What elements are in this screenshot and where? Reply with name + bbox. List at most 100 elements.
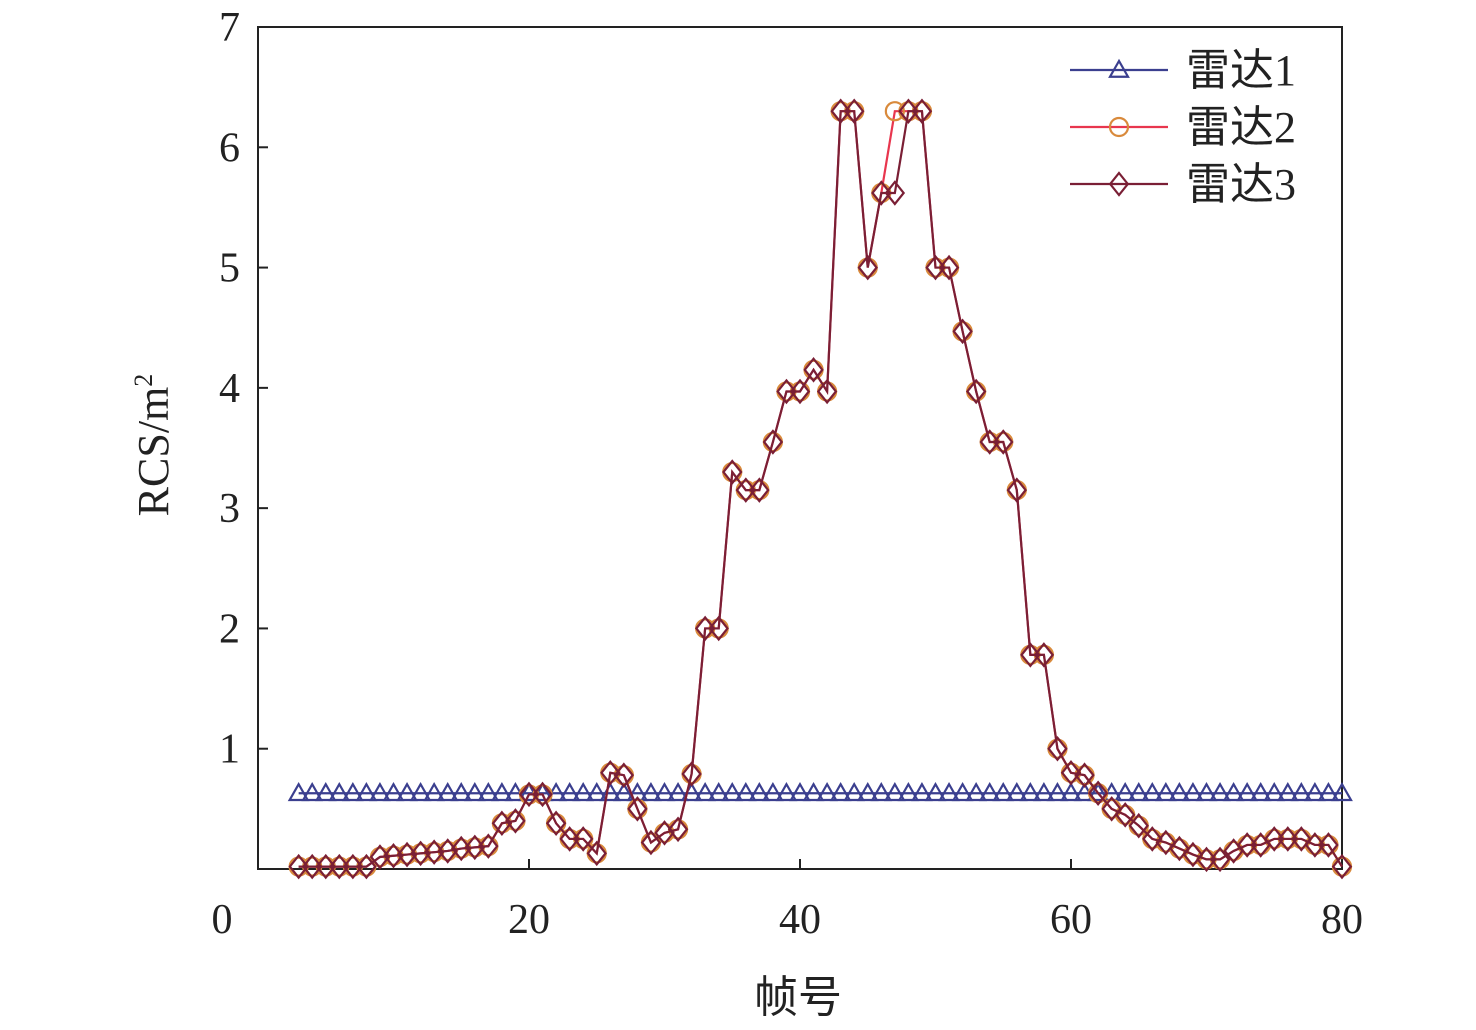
series-3-point: [478, 833, 499, 859]
y-tick-label: 3: [219, 486, 240, 532]
series-3-point: [816, 378, 838, 405]
series-1-point: [1209, 782, 1231, 802]
series-3-point: [1209, 846, 1231, 873]
series-1-point: [734, 782, 757, 802]
series-3-point: [301, 853, 323, 880]
series-1-point: [558, 782, 581, 802]
series-1-point: [491, 782, 513, 802]
series-1-point: [1168, 782, 1191, 802]
series-1-point: [640, 782, 662, 802]
series-1-point: [843, 782, 866, 802]
series-3-point: [843, 98, 865, 124]
series-1-point: [396, 782, 418, 802]
series-1-point: [653, 782, 676, 802]
x-tick-label: 60: [1050, 897, 1092, 943]
series-3-point: [1331, 853, 1353, 880]
series-3-point: [803, 357, 824, 383]
legend-label-2: 雷达2: [1186, 103, 1296, 152]
series-3-point: [694, 615, 716, 642]
series-1-point: [423, 782, 446, 802]
series-3-point: [667, 816, 689, 843]
series-1-point: [1304, 782, 1326, 802]
series-3-point: [586, 840, 607, 867]
series-3-point: [356, 853, 377, 880]
series-1-point: [1331, 782, 1353, 802]
series-3-point: [1114, 802, 1136, 828]
series-1-point: [802, 782, 825, 802]
y-tick-label: 1: [219, 727, 240, 773]
series-3-point: [627, 796, 648, 822]
series-1-point: [938, 782, 960, 802]
series-3-point: [938, 254, 960, 281]
series-1-point: [870, 782, 893, 802]
series-1-point: [789, 782, 811, 802]
series-3-point: [329, 853, 350, 880]
series-1-point: [667, 782, 689, 802]
series-3-point: [1060, 760, 1082, 786]
series-3-point: [789, 378, 811, 405]
series-1-point: [477, 782, 500, 802]
series-3-point: [749, 477, 770, 503]
series-1-point: [775, 782, 798, 802]
series-3-point: [1074, 762, 1095, 788]
series-3-point: [1182, 841, 1204, 868]
series-3-point: [993, 429, 1014, 455]
series-1-point: [1154, 782, 1177, 802]
series-1-point: [707, 782, 730, 802]
series-3-point: [1101, 796, 1122, 822]
series-1-point: [1249, 782, 1272, 802]
series-3-point: [857, 254, 878, 281]
series-1-point: [748, 782, 771, 802]
series-1-point: [856, 782, 879, 802]
x-tick-label: 40: [779, 897, 821, 943]
series-1-point: [897, 782, 920, 802]
series-3-point: [708, 615, 729, 642]
series-1-point: [924, 782, 947, 802]
series-3-point: [1277, 826, 1299, 852]
series-1-point: [1263, 782, 1286, 802]
y-axis-title-base: RCS/m: [129, 387, 178, 517]
y-tick-label: 4: [219, 366, 240, 412]
series-1-point: [355, 782, 378, 802]
series-3-point: [1196, 846, 1217, 873]
series-3-point: [505, 808, 526, 834]
series-3-point: [532, 781, 553, 808]
series-1-point: [287, 782, 310, 802]
series-layer: [287, 98, 1353, 880]
series-1-point: [1222, 782, 1245, 802]
series-3-point: [1142, 826, 1163, 852]
series-1-point: [816, 782, 838, 802]
series-1-point: [409, 782, 432, 802]
series-3-line: [298, 110, 1343, 868]
series-1-point: [599, 782, 622, 802]
series-3-point: [884, 180, 906, 206]
series-1-point: [585, 782, 608, 802]
series-1-point: [951, 782, 974, 802]
legend-label-1: 雷达1: [1186, 46, 1296, 95]
series-1-point: [883, 782, 906, 802]
series-1-point: [1114, 782, 1137, 802]
series-3-point: [545, 810, 567, 837]
legend-marker-2: [1108, 116, 1130, 138]
series-3-point: [1020, 642, 1041, 668]
series-1-point: [1005, 782, 1028, 802]
series-1-point: [1141, 782, 1164, 802]
series-3-point: [925, 254, 946, 281]
y-tick-label: 7: [219, 5, 240, 51]
series-3-point: [613, 762, 635, 788]
series-3-point: [830, 98, 851, 124]
series-3-point: [1033, 642, 1055, 668]
series-1-point: [978, 782, 1001, 802]
series-1-point: [1033, 782, 1055, 802]
series-3-point: [600, 760, 621, 786]
series-1-point: [694, 782, 717, 802]
axes: 1 2 3 4 5 6 7 0 20 40 60 80: [212, 5, 1364, 943]
series-3-point: [1318, 832, 1339, 858]
series-1-point: [1060, 782, 1082, 802]
plot-frame: [257, 26, 1343, 870]
series-3-point: [898, 98, 919, 124]
series-3-point: [722, 459, 743, 485]
series-3-point: [735, 477, 757, 503]
series-1-point: [829, 782, 852, 802]
